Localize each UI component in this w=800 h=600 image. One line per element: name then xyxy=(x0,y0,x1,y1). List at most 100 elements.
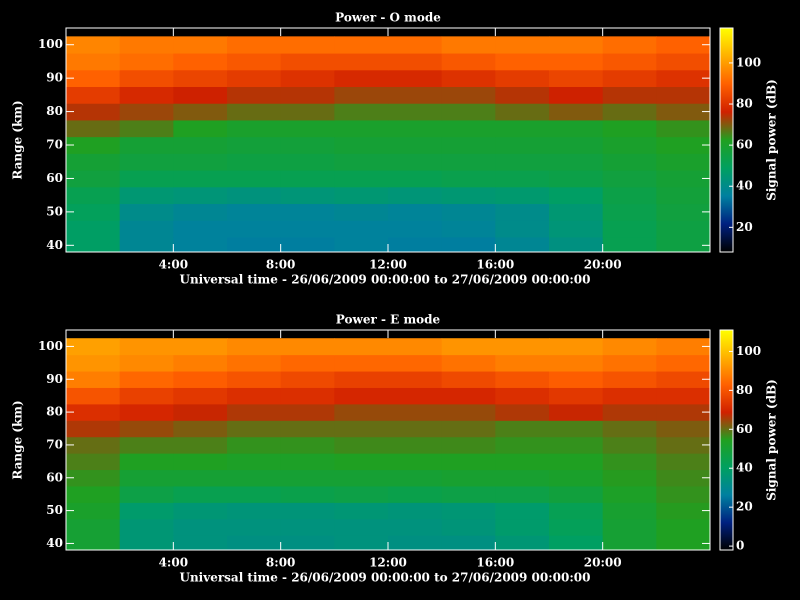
heatmap-cell xyxy=(280,119,335,138)
heatmap-cell xyxy=(656,502,710,520)
heatmap-cell xyxy=(66,119,121,138)
heatmap-cell xyxy=(119,186,174,205)
heatmap-cell xyxy=(334,220,389,238)
heatmap-cell xyxy=(441,103,496,121)
heatmap-cell xyxy=(119,485,174,503)
heatmap-cell xyxy=(549,469,604,487)
y-tick-label: 100 xyxy=(38,37,63,51)
heatmap-cell xyxy=(602,453,657,471)
heatmap-cell xyxy=(656,186,710,205)
heatmap-cell xyxy=(227,86,282,104)
heatmap-cell xyxy=(280,485,335,503)
heatmap-cell xyxy=(227,436,282,454)
heatmap-cell xyxy=(656,436,710,454)
y-tick-label: 100 xyxy=(38,339,63,353)
heatmap-cell xyxy=(227,69,282,88)
heatmap-cell xyxy=(656,170,710,188)
heatmap-cell xyxy=(119,136,174,154)
heatmap-cell xyxy=(227,186,282,205)
heatmap-cell xyxy=(656,119,710,138)
heatmap-cell xyxy=(334,203,389,221)
heatmap-cell xyxy=(66,103,121,121)
heatmap-cell xyxy=(173,69,228,88)
x-tick-label: 20:00 xyxy=(584,556,622,570)
heatmap-cell xyxy=(173,502,228,520)
heatmap-cell xyxy=(549,203,604,221)
heatmap-cell xyxy=(441,453,496,471)
heatmap-cell xyxy=(334,387,389,405)
heatmap-cell xyxy=(602,535,657,550)
y-tick-label: 50 xyxy=(46,204,63,218)
heatmap-cell xyxy=(602,153,657,171)
heatmap-cell xyxy=(441,485,496,503)
heatmap-cell xyxy=(656,236,710,252)
heatmap-cell xyxy=(549,236,604,252)
y-axis-label: Range (km) xyxy=(11,100,25,179)
heatmap-cell xyxy=(602,186,657,205)
y-tick-label: 60 xyxy=(46,470,63,484)
heatmap-cell xyxy=(227,535,282,550)
heatmap-cell xyxy=(173,371,228,388)
heatmap-cell xyxy=(334,371,389,388)
heatmap-cell xyxy=(66,469,121,487)
heatmap-cell xyxy=(602,518,657,536)
heatmap-cell xyxy=(334,170,389,188)
heatmap-cell xyxy=(656,371,710,388)
heatmap-cell xyxy=(602,136,657,154)
heatmap-cell xyxy=(66,203,121,221)
heatmap-cell xyxy=(441,338,496,356)
x-tick-label: 16:00 xyxy=(476,258,514,272)
heatmap-cell xyxy=(66,420,121,438)
heatmap-cell xyxy=(173,535,228,550)
heatmap-cell xyxy=(66,436,121,454)
chart-title: Power - E mode xyxy=(336,313,441,327)
colorbar-label: Signal power (dB) xyxy=(765,79,779,201)
heatmap-cell xyxy=(227,119,282,138)
heatmap-cell xyxy=(441,354,496,372)
heatmap-cell xyxy=(280,220,335,238)
heatmap-cell xyxy=(119,86,174,104)
heatmap-cell xyxy=(388,203,443,221)
y-tick-label: 70 xyxy=(46,437,63,451)
heatmap-cell xyxy=(495,403,550,421)
heatmap-cell xyxy=(495,436,550,454)
colorbar-tick-label: 100 xyxy=(736,344,761,358)
heatmap-cell xyxy=(441,236,496,252)
heatmap-cell xyxy=(388,420,443,438)
heatmap-cell xyxy=(227,371,282,388)
heatmap-cell xyxy=(441,420,496,438)
heatmap-cell xyxy=(227,485,282,503)
heatmap-cell xyxy=(280,186,335,205)
heatmap-cell xyxy=(66,485,121,503)
heatmap-cell xyxy=(334,436,389,454)
heatmap-cell xyxy=(173,53,228,71)
heatmap-cell xyxy=(227,220,282,238)
heatmap-cell xyxy=(549,485,604,503)
heatmap-cell xyxy=(656,354,710,372)
y-tick-label: 40 xyxy=(46,536,63,550)
heatmap-cell xyxy=(227,53,282,71)
heatmap-cell xyxy=(656,469,710,487)
heatmap-cell xyxy=(334,354,389,372)
heatmap-cell xyxy=(280,338,335,356)
heatmap-cell xyxy=(441,36,496,54)
heatmap-cell xyxy=(656,338,710,356)
heatmap-cell xyxy=(656,453,710,471)
heatmap-cell xyxy=(602,220,657,238)
heatmap-cell xyxy=(656,203,710,221)
heatmap-cell xyxy=(280,69,335,88)
colorbar-tick-label: 60 xyxy=(736,422,753,436)
y-tick-label: 90 xyxy=(46,372,63,386)
colorbar xyxy=(719,329,734,551)
y-tick-label: 90 xyxy=(46,71,63,85)
heatmap-cell xyxy=(495,153,550,171)
heatmap-cell xyxy=(549,420,604,438)
heatmap-cell xyxy=(173,136,228,154)
heatmap-cell xyxy=(388,354,443,372)
heatmap-cell xyxy=(173,436,228,454)
heatmap-cell xyxy=(388,153,443,171)
heatmap-cell xyxy=(173,220,228,238)
heatmap-cell xyxy=(66,354,121,372)
heatmap-cell xyxy=(495,371,550,388)
